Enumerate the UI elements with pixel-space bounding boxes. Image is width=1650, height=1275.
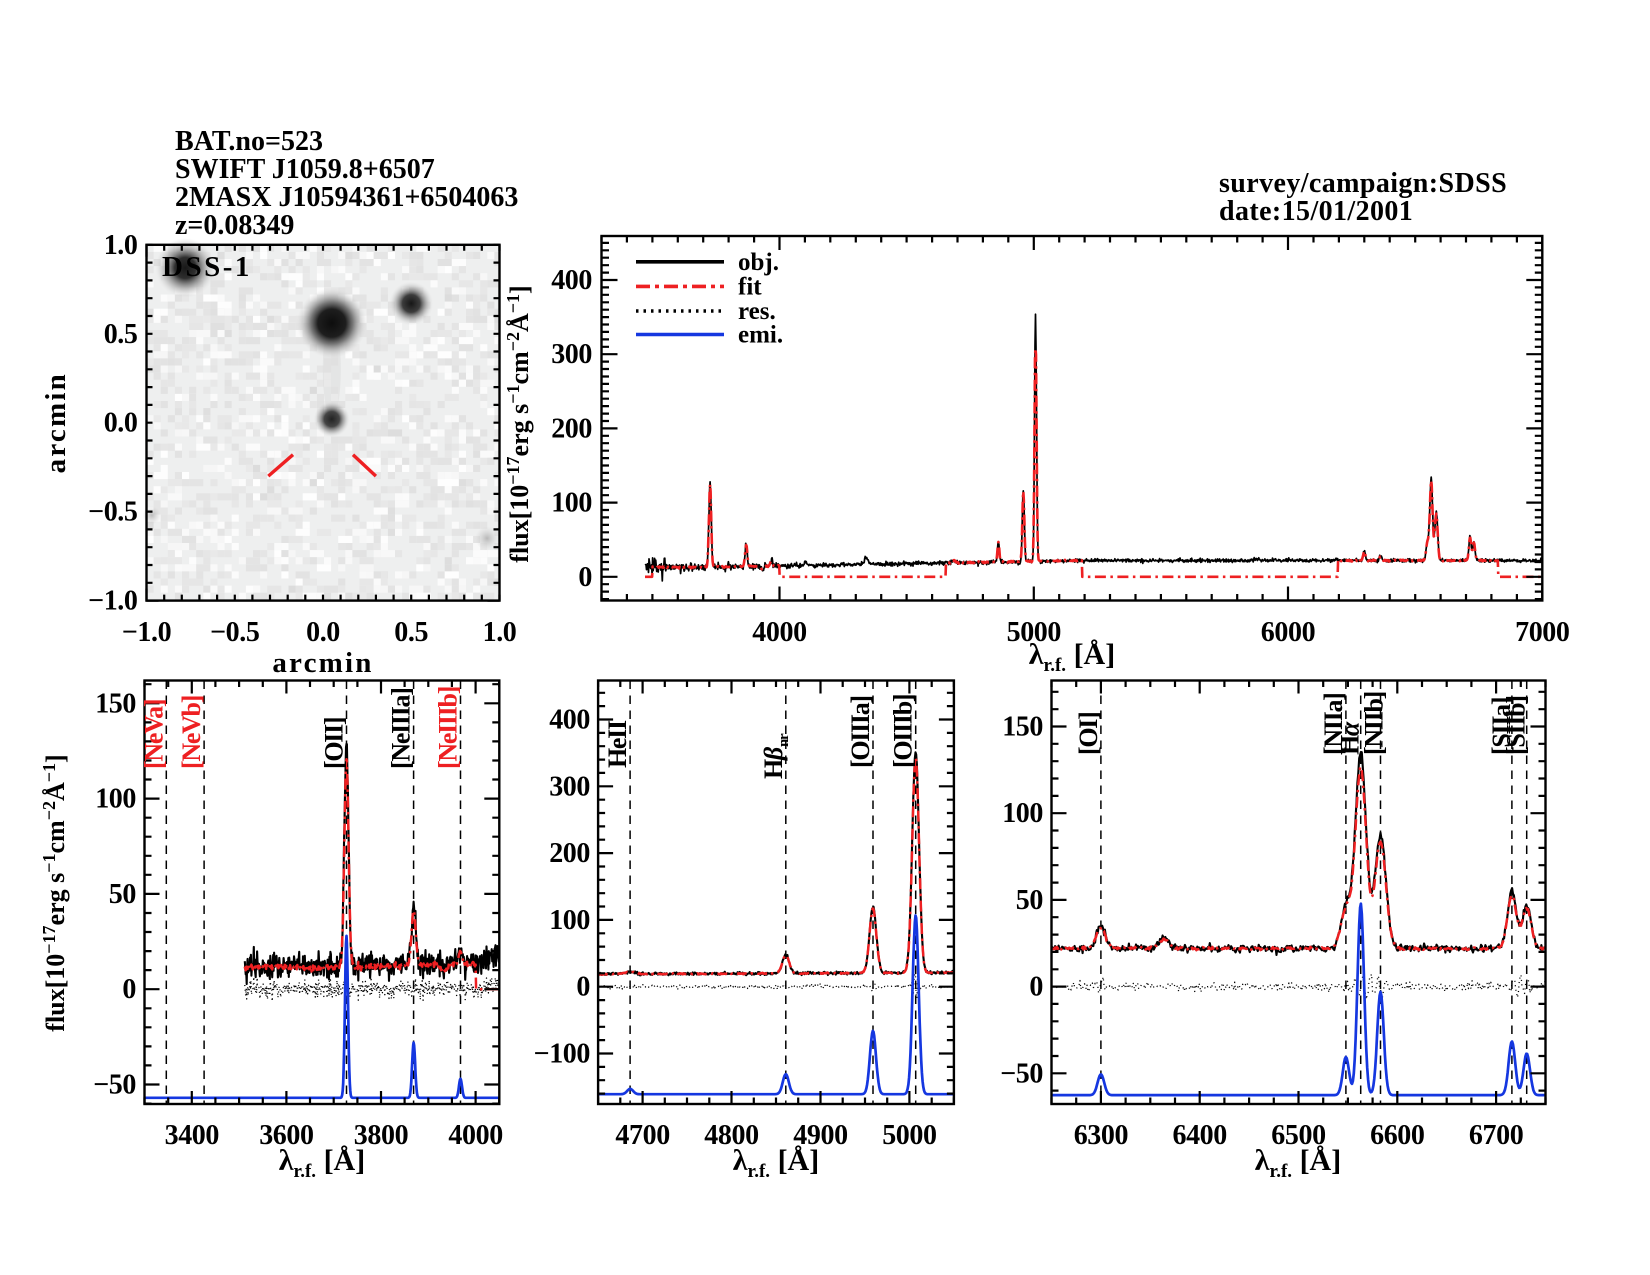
svg-text:6000: 6000 [1261, 617, 1315, 648]
svg-text:300: 300 [549, 771, 590, 802]
svg-text:3800: 3800 [354, 1120, 408, 1151]
svg-text:4000: 4000 [752, 617, 806, 648]
svg-text:Hα: Hα [1336, 721, 1365, 755]
svg-text:−0.5: −0.5 [210, 617, 259, 648]
svg-text:[SIIb]: [SIIb] [1502, 696, 1531, 755]
svg-text:300: 300 [551, 339, 592, 370]
svg-text:−1.0: −1.0 [122, 617, 171, 648]
svg-text:−50: −50 [1000, 1058, 1043, 1089]
svg-text:survey/campaign:SDSS: survey/campaign:SDSS [1219, 168, 1507, 199]
svg-text:0.5: 0.5 [394, 617, 428, 648]
svg-text:emi.: emi. [738, 322, 783, 349]
svg-text:λr.f. [Å]: λr.f. [Å] [1255, 1144, 1341, 1182]
svg-text:−50: −50 [93, 1070, 136, 1101]
svg-text:50: 50 [1016, 885, 1043, 916]
svg-text:obj.: obj. [738, 249, 779, 276]
svg-text:−0.5: −0.5 [88, 497, 137, 528]
svg-text:[SIIa]: [SIIa] [1487, 698, 1516, 755]
svg-text:4800: 4800 [704, 1120, 758, 1151]
svg-text:λr.f. [Å]: λr.f. [Å] [279, 1144, 365, 1182]
svg-text:2MASX J10594361+6504063: 2MASX J10594361+6504063 [175, 182, 518, 213]
svg-text:BAT.no=523: BAT.no=523 [175, 126, 323, 157]
svg-text:6400: 6400 [1172, 1120, 1226, 1151]
svg-text:0.5: 0.5 [104, 319, 138, 350]
svg-text:−100: −100 [534, 1039, 590, 1070]
svg-text:6300: 6300 [1074, 1120, 1128, 1151]
svg-text:0: 0 [576, 972, 590, 1003]
svg-text:−1.0: −1.0 [88, 586, 137, 617]
svg-text:[NeIIIa]: [NeIIIa] [387, 688, 416, 769]
svg-text:3600: 3600 [259, 1120, 313, 1151]
svg-text:arcmin: arcmin [272, 647, 373, 679]
svg-text:5000: 5000 [1007, 617, 1061, 648]
svg-text:[NIIa]: [NIIa] [1319, 693, 1348, 755]
svg-text:fit: fit [738, 273, 762, 300]
svg-text:flux[10−17erg s−1cm−2Å−1]: flux[10−17erg s−1cm−2Å−1] [39, 754, 70, 1031]
svg-text:4700: 4700 [615, 1120, 669, 1151]
svg-text:date:15/01/2001: date:15/01/2001 [1219, 196, 1413, 227]
svg-text:1.0: 1.0 [483, 617, 517, 648]
svg-text:[OII]: [OII] [320, 718, 349, 769]
svg-text:100: 100 [95, 784, 136, 815]
svg-text:50: 50 [109, 879, 136, 910]
svg-text:res.: res. [738, 298, 776, 325]
svg-text:[OI]: [OI] [1074, 713, 1103, 755]
svg-text:0.0: 0.0 [104, 408, 138, 439]
svg-text:0: 0 [122, 974, 136, 1005]
svg-text:6600: 6600 [1370, 1120, 1424, 1151]
svg-text:0: 0 [578, 562, 592, 593]
svg-text:λr.f. [Å]: λr.f. [Å] [1029, 638, 1115, 676]
svg-text:4000: 4000 [448, 1120, 502, 1151]
svg-text:7000: 7000 [1515, 617, 1569, 648]
svg-text:[NeIIIb]: [NeIIIb] [434, 687, 463, 769]
svg-text:arcmin: arcmin [40, 372, 72, 473]
svg-text:[NeVa]: [NeVa] [139, 700, 168, 769]
svg-text:[OIIIb]: [OIIIb] [889, 695, 918, 768]
svg-text:0: 0 [1029, 972, 1043, 1003]
svg-text:DSS-1: DSS-1 [162, 251, 252, 283]
svg-text:flux[10−17erg s−1cm−2Å−1]: flux[10−17erg s−1cm−2Å−1] [503, 285, 534, 562]
svg-text:4900: 4900 [793, 1120, 847, 1151]
svg-text:1.0: 1.0 [104, 230, 138, 261]
svg-text:HeII: HeII [603, 720, 632, 768]
svg-text:100: 100 [551, 488, 592, 519]
svg-text:400: 400 [549, 705, 590, 736]
svg-text:[NeVb]: [NeVb] [177, 696, 206, 769]
svg-text:200: 200 [551, 413, 592, 444]
svg-text:[NIIb]: [NIIb] [1359, 692, 1388, 755]
svg-text:6700: 6700 [1469, 1120, 1523, 1151]
svg-text:λr.f. [Å]: λr.f. [Å] [733, 1144, 819, 1182]
svg-text:400: 400 [551, 265, 592, 296]
svg-text:150: 150 [95, 688, 136, 719]
svg-text:SWIFT J1059.8+6507: SWIFT J1059.8+6507 [175, 154, 435, 185]
svg-text:100: 100 [549, 905, 590, 936]
svg-text:100: 100 [1002, 798, 1043, 829]
svg-text:200: 200 [549, 838, 590, 869]
svg-text:3400: 3400 [165, 1120, 219, 1151]
svg-text:[OIIIa]: [OIIIa] [846, 696, 875, 768]
svg-text:6500: 6500 [1271, 1120, 1325, 1151]
svg-text:150: 150 [1002, 712, 1043, 743]
svg-text:0.0: 0.0 [306, 617, 340, 648]
svg-text:z=0.08349: z=0.08349 [175, 210, 294, 241]
svg-text:5000: 5000 [882, 1120, 936, 1151]
